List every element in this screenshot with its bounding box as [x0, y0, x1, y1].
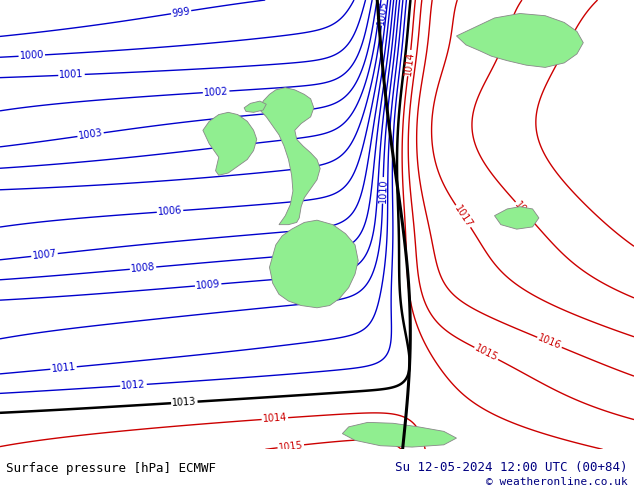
Text: © weatheronline.co.uk: © weatheronline.co.uk [486, 477, 628, 487]
Text: 1017: 1017 [452, 203, 474, 229]
Text: 1010: 1010 [378, 178, 388, 203]
Text: 1014: 1014 [403, 50, 416, 76]
Text: 1011: 1011 [51, 362, 76, 374]
Text: 1015: 1015 [473, 343, 500, 364]
Text: 1008: 1008 [131, 262, 156, 274]
Text: 1009: 1009 [195, 279, 221, 291]
Text: 1015: 1015 [278, 440, 304, 453]
Text: 1016: 1016 [536, 333, 563, 352]
Text: 1007: 1007 [32, 248, 57, 261]
Polygon shape [342, 422, 456, 447]
Text: 1013: 1013 [172, 397, 197, 408]
Text: 1018: 1018 [512, 199, 536, 224]
Text: 1003: 1003 [78, 128, 103, 141]
Polygon shape [269, 220, 358, 308]
Polygon shape [495, 207, 539, 229]
Text: 1014: 1014 [262, 413, 287, 424]
Text: 1001: 1001 [59, 70, 84, 80]
Text: 1006: 1006 [157, 205, 183, 217]
Polygon shape [203, 112, 257, 175]
Text: 1012: 1012 [121, 379, 146, 391]
Polygon shape [244, 101, 266, 112]
Text: 1004: 1004 [213, 140, 238, 153]
Text: 1002: 1002 [204, 86, 229, 98]
Text: 999: 999 [171, 6, 191, 19]
Text: 1000: 1000 [19, 50, 44, 61]
Text: 1019: 1019 [557, 32, 577, 58]
Text: 1005: 1005 [377, 0, 389, 25]
Polygon shape [260, 88, 320, 224]
Text: Su 12-05-2024 12:00 UTC (00+84): Su 12-05-2024 12:00 UTC (00+84) [395, 461, 628, 474]
Text: Surface pressure [hPa] ECMWF: Surface pressure [hPa] ECMWF [6, 462, 216, 474]
Polygon shape [456, 14, 583, 68]
